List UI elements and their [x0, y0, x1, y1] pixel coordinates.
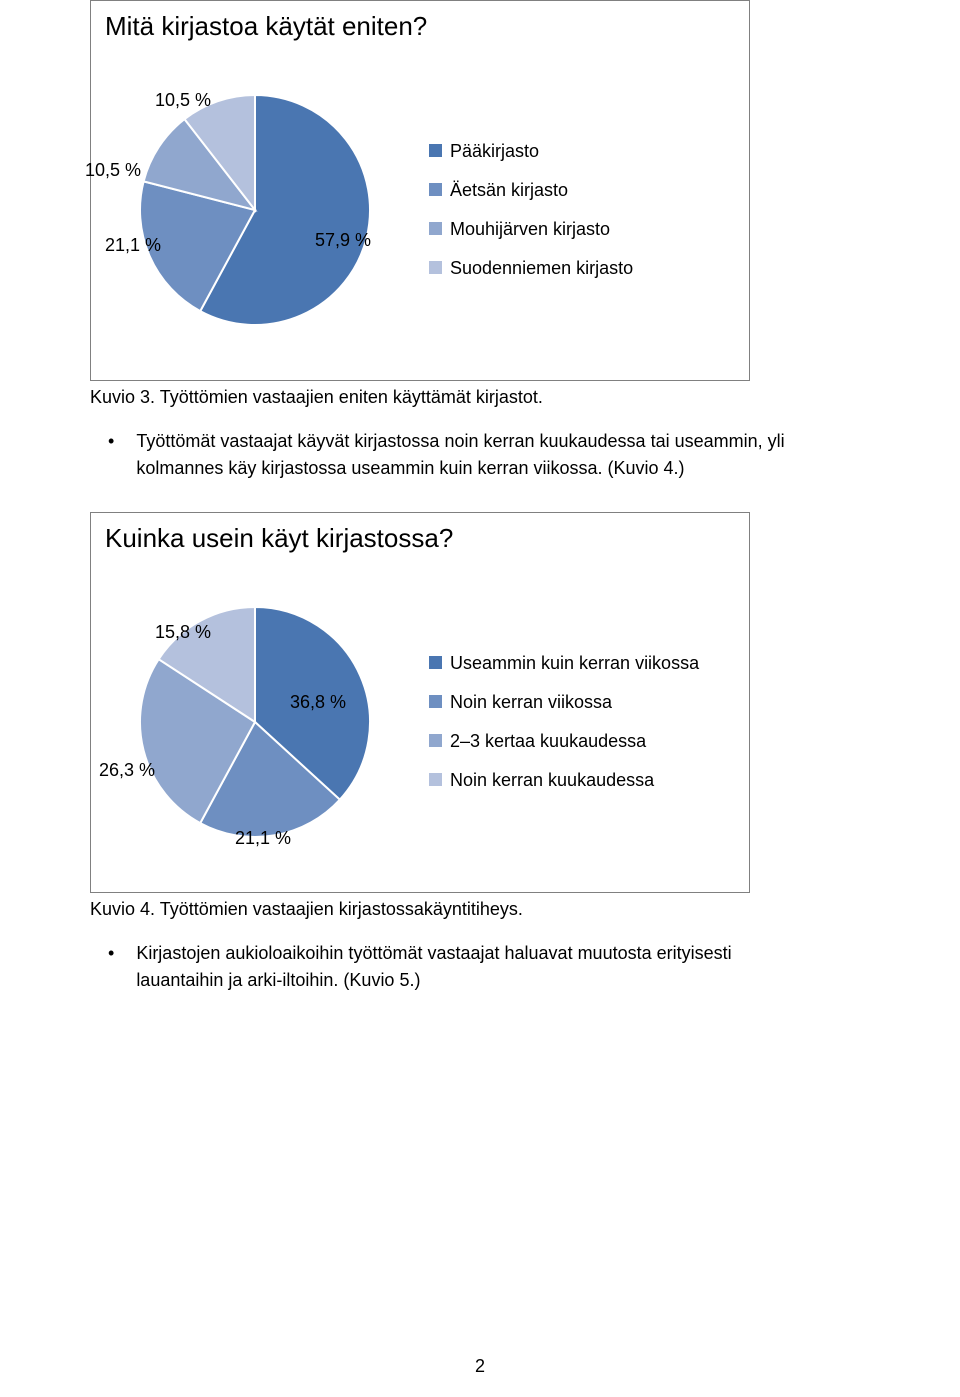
legend-item: Noin kerran viikossa — [429, 690, 699, 715]
pie-pct-label: 57,9 % — [315, 230, 371, 251]
bullet-icon: • — [108, 940, 114, 994]
legend-label: Suodenniemen kirjasto — [450, 256, 633, 281]
legend-swatch — [429, 222, 442, 235]
pie-pct-label: 36,8 % — [290, 692, 346, 713]
chart2-pie-svg — [105, 572, 405, 872]
legend-swatch — [429, 183, 442, 196]
legend-item: Mouhijärven kirjasto — [429, 217, 633, 242]
page-number: 2 — [0, 1356, 960, 1377]
chart1-body: 57,9 %21,1 %10,5 %10,5 % PääkirjastoÄets… — [105, 60, 735, 360]
pie-pct-label: 21,1 % — [105, 235, 161, 256]
legend-label: Äetsän kirjasto — [450, 178, 568, 203]
caption1: Kuvio 3. Työttömien vastaajien eniten kä… — [90, 387, 870, 408]
pie-pct-label: 26,3 % — [99, 760, 155, 781]
chart1-pie-wrap: 57,9 %21,1 %10,5 %10,5 % — [105, 60, 405, 360]
legend-label: 2–3 kertaa kuukaudessa — [450, 729, 646, 754]
bullet2-row: • Kirjastojen aukioloaikoihin työttömät … — [108, 940, 808, 994]
legend-label: Pääkirjasto — [450, 139, 539, 164]
legend-item: Useammin kuin kerran viikossa — [429, 651, 699, 676]
chart2-pie-wrap: 36,8 %21,1 %26,3 %15,8 % — [105, 572, 405, 872]
legend-swatch — [429, 773, 442, 786]
legend-label: Mouhijärven kirjasto — [450, 217, 610, 242]
chart1-legend: Pääkirjasto Äetsän kirjasto Mouhijärven ki… — [429, 125, 633, 296]
legend-item: Äetsän kirjasto — [429, 178, 633, 203]
legend-swatch — [429, 656, 442, 669]
legend-swatch — [429, 144, 442, 157]
legend-label: Useammin kuin kerran viikossa — [450, 651, 699, 676]
legend-swatch — [429, 734, 442, 747]
legend-swatch — [429, 695, 442, 708]
bullet2-text: Kirjastojen aukioloaikoihin työttömät va… — [136, 940, 808, 994]
legend-item: Pääkirjasto — [429, 139, 633, 164]
chart2-body: 36,8 %21,1 %26,3 %15,8 % Useammin kuin k… — [105, 572, 735, 872]
pie-pct-label: 21,1 % — [235, 828, 291, 849]
chart2-title: Kuinka usein käyt kirjastossa? — [105, 523, 735, 554]
chart1-pie-svg — [105, 60, 405, 360]
chart2-legend: Useammin kuin kerran viikossa Noin kerran… — [429, 637, 699, 808]
pie-pct-label: 10,5 % — [85, 160, 141, 181]
bullet1-text: Työttömät vastaajat käyvät kirjastossa n… — [136, 428, 808, 482]
chart2-container: Kuinka usein käyt kirjastossa? 36,8 % 21,… — [90, 512, 750, 893]
caption2: Kuvio 4. Työttömien vastaajien kirjastos… — [90, 899, 870, 920]
chart1-container: Mitä kirjastoa käytät eniten? 57,9 % 21,1… — [90, 0, 750, 381]
legend-item: Noin kerran kuukaudessa — [429, 768, 699, 793]
legend-swatch — [429, 261, 442, 274]
legend-label: Noin kerran viikossa — [450, 690, 612, 715]
bullet1-row: • Työttömät vastaajat käyvät kirjastossa… — [108, 428, 808, 482]
legend-label: Noin kerran kuukaudessa — [450, 768, 654, 793]
pie-pct-label: 15,8 % — [155, 622, 211, 643]
legend-item: Suodenniemen kirjasto — [429, 256, 633, 281]
pie-pct-label: 10,5 % — [155, 90, 211, 111]
legend-item: 2–3 kertaa kuukaudessa — [429, 729, 699, 754]
chart1-title: Mitä kirjastoa käytät eniten? — [105, 11, 735, 42]
bullet-icon: • — [108, 428, 114, 482]
